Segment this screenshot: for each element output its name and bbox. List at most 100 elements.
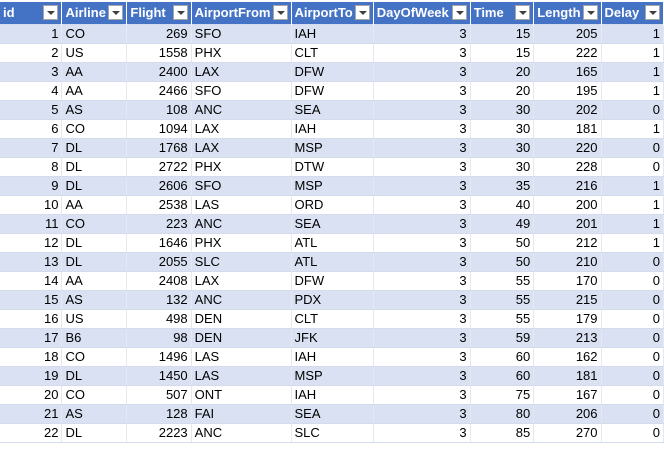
cell-day_of_week[interactable]: 3 <box>373 23 471 44</box>
cell-flight[interactable]: 1496 <box>126 346 192 367</box>
cell-time[interactable]: 49 <box>470 213 535 234</box>
cell-length[interactable]: 200 <box>533 194 602 215</box>
cell-id[interactable]: 4 <box>0 80 63 101</box>
cell-length[interactable]: 213 <box>533 327 602 348</box>
cell-airport_to[interactable]: CLT <box>291 42 374 63</box>
cell-time[interactable]: 55 <box>470 270 535 291</box>
cell-length[interactable]: 215 <box>533 289 602 310</box>
cell-length[interactable]: 162 <box>533 346 602 367</box>
cell-length[interactable]: 205 <box>533 23 602 44</box>
cell-airport_from[interactable]: DEN <box>191 308 292 329</box>
filter-dropdown-icon[interactable] <box>515 5 531 21</box>
cell-delay[interactable]: 0 <box>601 270 664 291</box>
cell-day_of_week[interactable]: 3 <box>373 61 471 82</box>
cell-airport_from[interactable]: PHX <box>191 232 292 253</box>
cell-time[interactable]: 20 <box>470 61 535 82</box>
cell-length[interactable]: 181 <box>533 118 602 139</box>
cell-airport_to[interactable]: IAH <box>291 346 374 367</box>
filter-dropdown-icon[interactable] <box>354 5 370 21</box>
cell-airline[interactable]: B6 <box>61 327 128 348</box>
cell-id[interactable]: 7 <box>0 137 63 158</box>
column-header-time[interactable]: Time <box>470 2 535 24</box>
cell-time[interactable]: 15 <box>470 42 535 63</box>
cell-id[interactable]: 17 <box>0 327 63 348</box>
column-header-flight[interactable]: Flight <box>126 2 192 24</box>
cell-time[interactable]: 15 <box>470 23 535 44</box>
cell-length[interactable]: 210 <box>533 251 602 272</box>
cell-delay[interactable]: 1 <box>601 42 664 63</box>
cell-length[interactable]: 216 <box>533 175 602 196</box>
cell-airline[interactable]: DL <box>61 137 128 158</box>
cell-id[interactable]: 3 <box>0 61 63 82</box>
cell-day_of_week[interactable]: 3 <box>373 327 471 348</box>
column-header-airport_to[interactable]: AirportTo <box>291 2 374 24</box>
column-header-airline[interactable]: Airline <box>61 2 128 24</box>
cell-airline[interactable]: AS <box>61 99 128 120</box>
cell-day_of_week[interactable]: 3 <box>373 384 471 405</box>
cell-delay[interactable]: 0 <box>601 137 664 158</box>
cell-day_of_week[interactable]: 3 <box>373 118 471 139</box>
cell-day_of_week[interactable]: 3 <box>373 422 471 443</box>
cell-time[interactable]: 20 <box>470 80 535 101</box>
cell-airline[interactable]: DL <box>61 156 128 177</box>
cell-airport_to[interactable]: CLT <box>291 308 374 329</box>
cell-airport_to[interactable]: MSP <box>291 365 374 386</box>
cell-time[interactable]: 59 <box>470 327 535 348</box>
filter-dropdown-icon[interactable] <box>172 5 188 21</box>
filter-dropdown-icon[interactable] <box>108 5 124 21</box>
cell-airport_to[interactable]: DFW <box>291 80 374 101</box>
filter-dropdown-icon[interactable] <box>582 5 598 21</box>
column-header-delay[interactable]: Delay <box>601 2 664 24</box>
cell-id[interactable]: 2 <box>0 42 63 63</box>
filter-dropdown-icon[interactable] <box>43 5 59 21</box>
cell-flight[interactable]: 132 <box>126 289 192 310</box>
cell-id[interactable]: 6 <box>0 118 63 139</box>
cell-airport_to[interactable]: DTW <box>291 156 374 177</box>
cell-length[interactable]: 270 <box>533 422 602 443</box>
cell-airline[interactable]: AS <box>61 403 128 424</box>
cell-flight[interactable]: 2223 <box>126 422 192 443</box>
cell-delay[interactable]: 0 <box>601 251 664 272</box>
cell-flight[interactable]: 2606 <box>126 175 192 196</box>
cell-airport_to[interactable]: MSP <box>291 175 374 196</box>
cell-delay[interactable]: 1 <box>601 61 664 82</box>
column-header-day_of_week[interactable]: DayOfWeek <box>373 2 471 24</box>
cell-length[interactable]: 220 <box>533 137 602 158</box>
cell-time[interactable]: 55 <box>470 308 535 329</box>
cell-airline[interactable]: DL <box>61 175 128 196</box>
cell-id[interactable]: 21 <box>0 403 63 424</box>
cell-airport_from[interactable]: SFO <box>191 23 292 44</box>
cell-airline[interactable]: DL <box>61 232 128 253</box>
cell-id[interactable]: 1 <box>0 23 63 44</box>
cell-flight[interactable]: 108 <box>126 99 192 120</box>
filter-dropdown-icon[interactable] <box>451 5 467 21</box>
cell-delay[interactable]: 0 <box>601 365 664 386</box>
cell-airline[interactable]: DL <box>61 365 128 386</box>
cell-flight[interactable]: 507 <box>126 384 192 405</box>
cell-id[interactable]: 22 <box>0 422 63 443</box>
cell-airport_from[interactable]: LAS <box>191 346 292 367</box>
cell-delay[interactable]: 0 <box>601 403 664 424</box>
cell-time[interactable]: 35 <box>470 175 535 196</box>
cell-airport_from[interactable]: SFO <box>191 175 292 196</box>
cell-length[interactable]: 179 <box>533 308 602 329</box>
cell-airport_from[interactable]: PHX <box>191 42 292 63</box>
cell-airport_from[interactable]: LAX <box>191 270 292 291</box>
cell-id[interactable]: 13 <box>0 251 63 272</box>
column-header-length[interactable]: Length <box>533 2 602 24</box>
cell-delay[interactable]: 1 <box>601 80 664 101</box>
cell-airline[interactable]: CO <box>61 23 128 44</box>
cell-airport_to[interactable]: DFW <box>291 270 374 291</box>
cell-id[interactable]: 11 <box>0 213 63 234</box>
cell-length[interactable]: 170 <box>533 270 602 291</box>
cell-airline[interactable]: CO <box>61 213 128 234</box>
cell-airport_to[interactable]: SLC <box>291 422 374 443</box>
cell-time[interactable]: 50 <box>470 232 535 253</box>
cell-airline[interactable]: CO <box>61 384 128 405</box>
cell-id[interactable]: 15 <box>0 289 63 310</box>
cell-airport_from[interactable]: SFO <box>191 80 292 101</box>
cell-delay[interactable]: 1 <box>601 213 664 234</box>
cell-delay[interactable]: 1 <box>601 23 664 44</box>
cell-airport_from[interactable]: ANC <box>191 99 292 120</box>
cell-day_of_week[interactable]: 3 <box>373 137 471 158</box>
